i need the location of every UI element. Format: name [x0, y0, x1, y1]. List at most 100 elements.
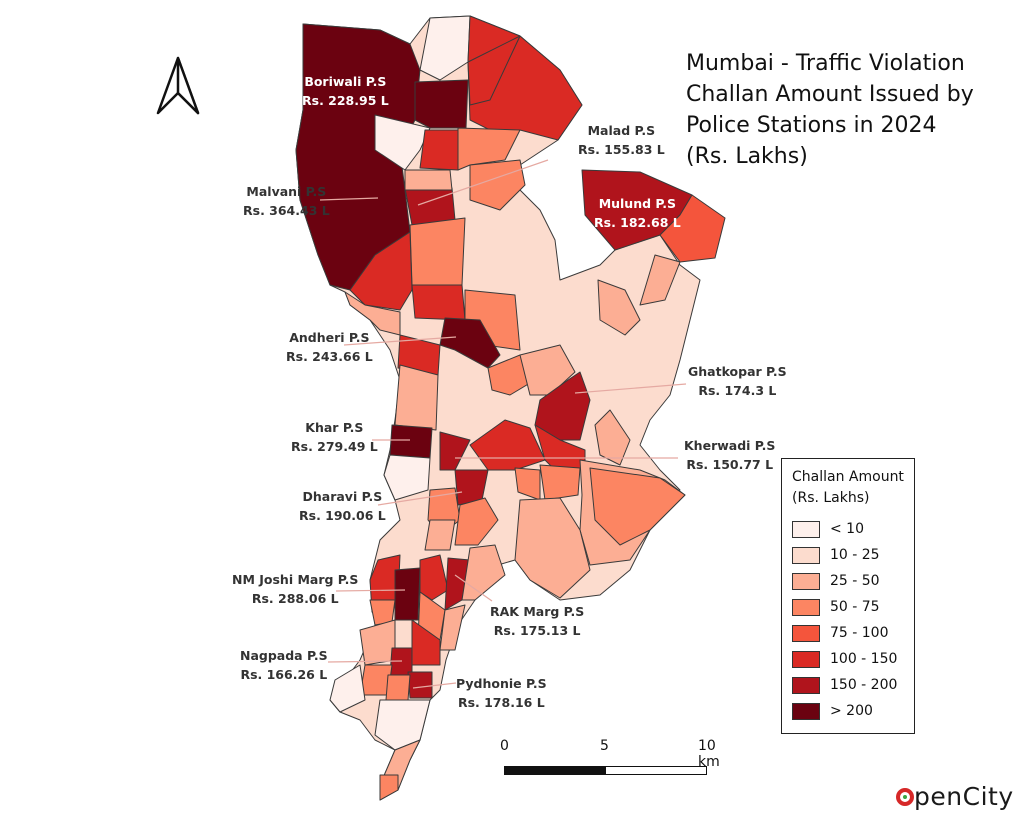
- ward-east-3: [639, 254, 681, 306]
- label-rakmarg-amount: Rs. 175.13 L: [493, 623, 581, 638]
- label-pydhonie-amount: Rs. 178.16 L: [457, 695, 545, 710]
- ward-mid-2: [539, 464, 581, 501]
- label-dharavi-name: Dharavi P.S: [302, 489, 383, 504]
- ward-pydhonie: [407, 671, 433, 699]
- label-ghatkopar-name: Ghatkopar P.S: [688, 364, 787, 379]
- ward-west-1: [349, 231, 413, 311]
- legend: Challan Amount (Rs. Lakhs) < 10 10 - 25 …: [781, 458, 915, 734]
- legend-title: Challan Amount (Rs. Lakhs): [792, 467, 904, 509]
- label-malvani-amount: Rs. 364.43 L: [243, 203, 330, 218]
- label-mulund-amount: Rs. 182.68 L: [594, 215, 681, 230]
- legend-item-label: 150 - 200: [830, 677, 898, 693]
- legend-swatch: [792, 702, 820, 720]
- ward-south-4: [439, 604, 466, 651]
- ward-chembur-e: [589, 467, 686, 546]
- legend-item: 50 - 75: [792, 594, 904, 620]
- logo-text-pen: pen: [914, 782, 963, 811]
- legend-item: > 200: [792, 698, 904, 724]
- legend-item: 75 - 100: [792, 620, 904, 646]
- ward-colaba-tip: [379, 774, 399, 801]
- label-kherwadi-name: Kherwadi P.S: [684, 438, 776, 453]
- legend-item: 100 - 150: [792, 646, 904, 672]
- ward-west-4: [394, 364, 439, 431]
- legend-swatch: [792, 572, 820, 590]
- ward-malad: [404, 187, 456, 226]
- legend-swatch: [792, 520, 820, 538]
- ward-goregaon: [409, 217, 466, 286]
- logo-text-city: City: [962, 782, 1014, 811]
- legend-item-label: 50 - 75: [830, 599, 880, 615]
- label-nmjoshi-amount: Rs. 288.06 L: [251, 591, 339, 606]
- legend-item-label: 75 - 100: [830, 625, 889, 641]
- scale-bar: 0 5 10 km: [490, 738, 730, 782]
- legend-title-line-1: Challan Amount: [792, 469, 904, 485]
- ward-south-5: [411, 619, 441, 666]
- ward-south-7: [329, 664, 366, 713]
- ward-north-2: [419, 129, 461, 171]
- label-nmjoshi-name: NM Joshi Marg P.S: [232, 572, 359, 587]
- label-kherwadi: Kherwadi P.S Rs. 150.77 L: [684, 436, 775, 474]
- legend-swatch: [792, 624, 820, 642]
- ward-east-2: [594, 409, 631, 466]
- scale-segment-white: [605, 766, 707, 775]
- opencity-logo-icon: [896, 788, 914, 806]
- ward-khar: [389, 424, 433, 459]
- label-kherwadi-amount: Rs. 150.77 L: [686, 457, 774, 472]
- label-malad: Malad P.S Rs. 155.83 L: [578, 121, 665, 159]
- label-dharavi: Dharavi P.S Rs. 190.06 L: [299, 487, 386, 525]
- legend-title-line-2: (Rs. Lakhs): [792, 490, 870, 506]
- legend-item: 10 - 25: [792, 542, 904, 568]
- label-dharavi-amount: Rs. 190.06 L: [299, 508, 386, 523]
- map-title: Mumbai - Traffic Violation Challan Amoun…: [686, 48, 1006, 172]
- opencity-logo: penCity: [896, 782, 1014, 811]
- label-mulund-name: Mulund P.S: [598, 196, 677, 211]
- legend-items: < 10 10 - 25 25 - 50 50 - 75 75 - 100 10…: [792, 516, 904, 724]
- scale-tick-0: 0: [500, 738, 509, 754]
- ward-nmjoshi: [394, 567, 421, 621]
- ward-khar-s: [383, 454, 431, 501]
- ward-south-2: [461, 544, 506, 601]
- label-malvani: Malvani P.S Rs. 364.43 L: [243, 182, 330, 220]
- ward-south-8: [385, 674, 411, 701]
- title-line-3: Police Stations in 2024: [686, 113, 937, 138]
- ward-nagpada-w: [359, 619, 396, 666]
- legend-item-label: 100 - 150: [830, 651, 898, 667]
- ward-andheri-w: [411, 284, 466, 321]
- title-line-1: Mumbai - Traffic Violation: [686, 51, 965, 76]
- legend-item: 150 - 200: [792, 672, 904, 698]
- label-andheri-amount: Rs. 243.66 L: [286, 349, 373, 364]
- legend-item-label: < 10: [830, 521, 864, 537]
- label-khar-name: Khar P.S: [305, 420, 364, 435]
- legend-item-label: > 200: [830, 703, 873, 719]
- label-rakmarg-name: RAK Marg P.S: [490, 604, 585, 619]
- ward-sion-2: [454, 497, 499, 546]
- label-pydhonie-name: Pydhonie P.S: [456, 676, 547, 691]
- label-khar: Khar P.S Rs. 279.49 L: [291, 418, 378, 456]
- scale-tick-5: 5: [600, 738, 609, 754]
- north-arrow-icon: [156, 56, 200, 115]
- ward-east-1: [597, 279, 641, 336]
- label-malvani-name: Malvani P.S: [246, 184, 327, 199]
- ward-trombay: [514, 497, 591, 599]
- label-andheri: Andheri P.S Rs. 243.66 L: [286, 328, 373, 366]
- ward-north-red2: [467, 35, 521, 106]
- label-rakmarg: RAK Marg P.S Rs. 175.13 L: [490, 602, 584, 640]
- ward-white-mid: [374, 114, 431, 171]
- label-andheri-name: Andheri P.S: [289, 330, 370, 345]
- legend-item: 25 - 50: [792, 568, 904, 594]
- label-boriwali-amount: Rs. 228.95 L: [302, 93, 389, 108]
- label-ghatkopar-amount: Rs. 174.3 L: [698, 383, 777, 398]
- legend-swatch: [792, 676, 820, 694]
- label-malad-name: Malad P.S: [587, 123, 656, 138]
- label-mulund: Mulund P.S Rs. 182.68 L: [594, 194, 681, 232]
- legend-swatch: [792, 650, 820, 668]
- label-nagpada-name: Nagpada P.S: [240, 648, 328, 663]
- leader-lines: [319, 159, 687, 689]
- ward-north-5: [404, 169, 453, 191]
- label-malad-amount: Rs. 155.83 L: [578, 142, 665, 157]
- ward-north-white: [419, 15, 471, 81]
- label-boriwali: Boriwali P.S Rs. 228.95 L: [302, 72, 389, 110]
- legend-item: < 10: [792, 516, 904, 542]
- label-nagpada: Nagpada P.S Rs. 166.26 L: [240, 646, 328, 684]
